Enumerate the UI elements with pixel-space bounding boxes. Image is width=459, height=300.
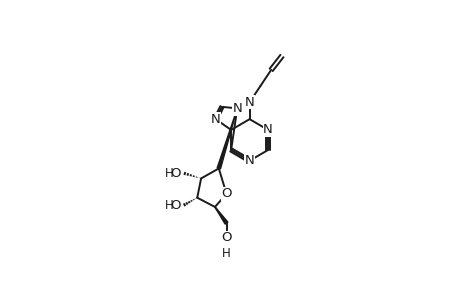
Text: O: O: [169, 167, 180, 180]
Text: N: N: [263, 123, 272, 136]
Text: N: N: [244, 154, 254, 167]
Text: N: N: [210, 113, 220, 126]
Text: H: H: [222, 247, 230, 260]
Polygon shape: [214, 207, 227, 224]
Text: N: N: [232, 102, 241, 115]
Text: H: H: [164, 167, 173, 180]
Text: O: O: [221, 231, 231, 244]
Polygon shape: [217, 108, 237, 169]
Text: N: N: [244, 96, 254, 109]
Text: O: O: [169, 199, 180, 212]
Text: H: H: [164, 199, 173, 212]
Text: O: O: [221, 187, 231, 200]
